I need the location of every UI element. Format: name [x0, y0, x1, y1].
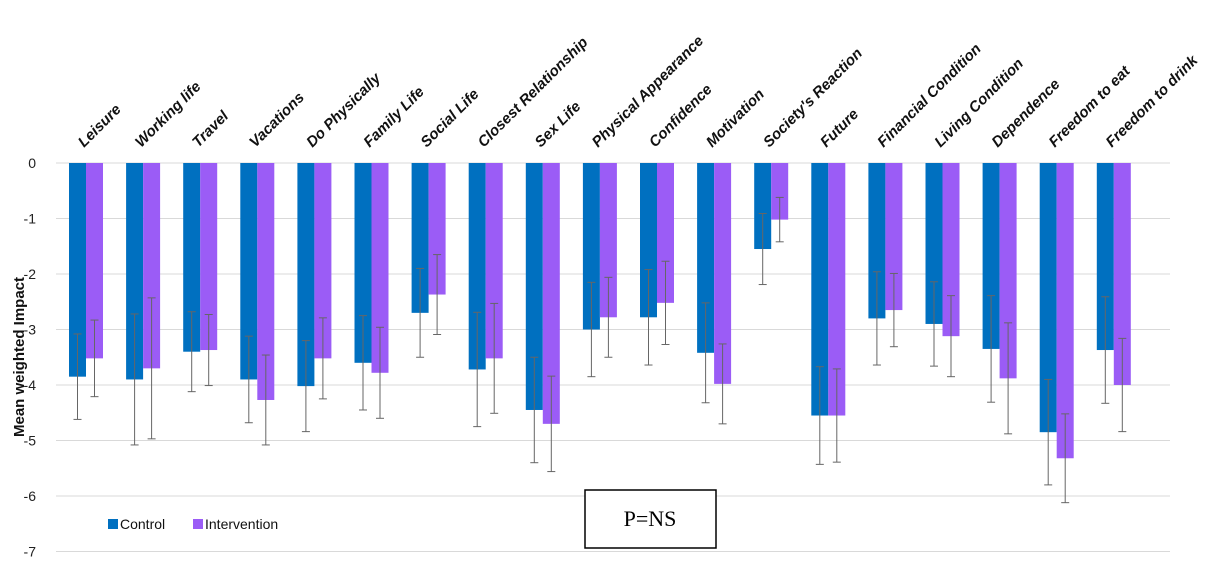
y-tick-label: 0	[28, 155, 36, 171]
category-label: Financial Condition	[874, 40, 984, 150]
bar-intervention-11	[714, 163, 732, 384]
bar-intervention-3	[257, 163, 275, 400]
y-tick-label: -7	[24, 544, 37, 560]
bar-control-18	[1096, 163, 1114, 351]
category-label: Sex Life	[532, 98, 585, 151]
bar-control-17	[1039, 163, 1057, 433]
bar-intervention-2	[200, 163, 218, 351]
bar-control-2	[183, 163, 201, 352]
bar-intervention-5	[371, 163, 389, 373]
bar-control-3	[240, 163, 258, 380]
bar-intervention-13	[828, 163, 846, 416]
bar-control-4	[297, 163, 315, 387]
bar-control-14	[868, 163, 886, 319]
y-axis-label: Mean weighted Impact	[11, 277, 28, 437]
bar-intervention-7	[485, 163, 503, 359]
bar-control-1	[126, 163, 144, 380]
bar-intervention-10	[657, 163, 674, 303]
bar-control-10	[640, 163, 657, 318]
bar-intervention-8	[542, 163, 560, 424]
bar-control-6	[411, 163, 429, 313]
bar-intervention-6	[428, 163, 446, 295]
category-label: Future	[817, 106, 862, 151]
category-label: Society's Reaction	[760, 45, 866, 151]
bars	[69, 163, 1131, 459]
bar-intervention-15	[942, 163, 960, 337]
bar-control-5	[354, 163, 372, 363]
legend-label-intervention: Intervention	[205, 516, 278, 532]
category-label: Leisure	[75, 101, 125, 151]
annotation-box	[584, 489, 717, 549]
category-label: Physical Appearance	[589, 32, 707, 150]
p-value-annotation: P=NS	[584, 489, 717, 549]
y-tick-label: -5	[24, 433, 37, 449]
bar-intervention-17	[1056, 163, 1074, 459]
y-tick-labels: 0 -1 -2 -3 -4 -5 -6 -7	[24, 155, 37, 560]
legend-swatch-control	[108, 519, 118, 529]
category-label: Vacations	[246, 89, 308, 151]
bar-control-8	[525, 163, 543, 410]
bar-intervention-18	[1113, 163, 1131, 385]
bar-intervention-12	[771, 163, 789, 220]
bar-intervention-9	[599, 163, 617, 318]
annotation-text: P=NS	[624, 506, 677, 531]
bar-control-16	[982, 163, 1000, 349]
bar-intervention-14	[885, 163, 903, 311]
y-tick-label: -4	[24, 377, 37, 393]
y-tick-label: -2	[24, 266, 37, 282]
bar-control-0	[69, 163, 86, 377]
category-label: Closest Relationship	[475, 34, 592, 151]
bar-intervention-1	[143, 163, 161, 369]
y-tick-label: -1	[24, 211, 37, 227]
category-label: Travel	[189, 107, 233, 151]
bar-control-7	[468, 163, 486, 370]
bar-intervention-16	[999, 163, 1017, 379]
y-tick-label: -6	[24, 488, 37, 504]
bar-control-9	[582, 163, 600, 330]
bar-intervention-4	[314, 163, 332, 359]
legend: Control Intervention	[108, 516, 278, 532]
legend-swatch-intervention	[193, 519, 203, 529]
legend-label-control: Control	[120, 516, 165, 532]
bar-intervention-0	[86, 163, 103, 359]
bar-control-11	[697, 163, 715, 353]
bar-control-13	[811, 163, 829, 416]
bar-control-12	[754, 163, 772, 250]
y-tick-label: -3	[24, 322, 37, 338]
error-bars	[73, 196, 1127, 504]
bar-control-15	[925, 163, 943, 324]
